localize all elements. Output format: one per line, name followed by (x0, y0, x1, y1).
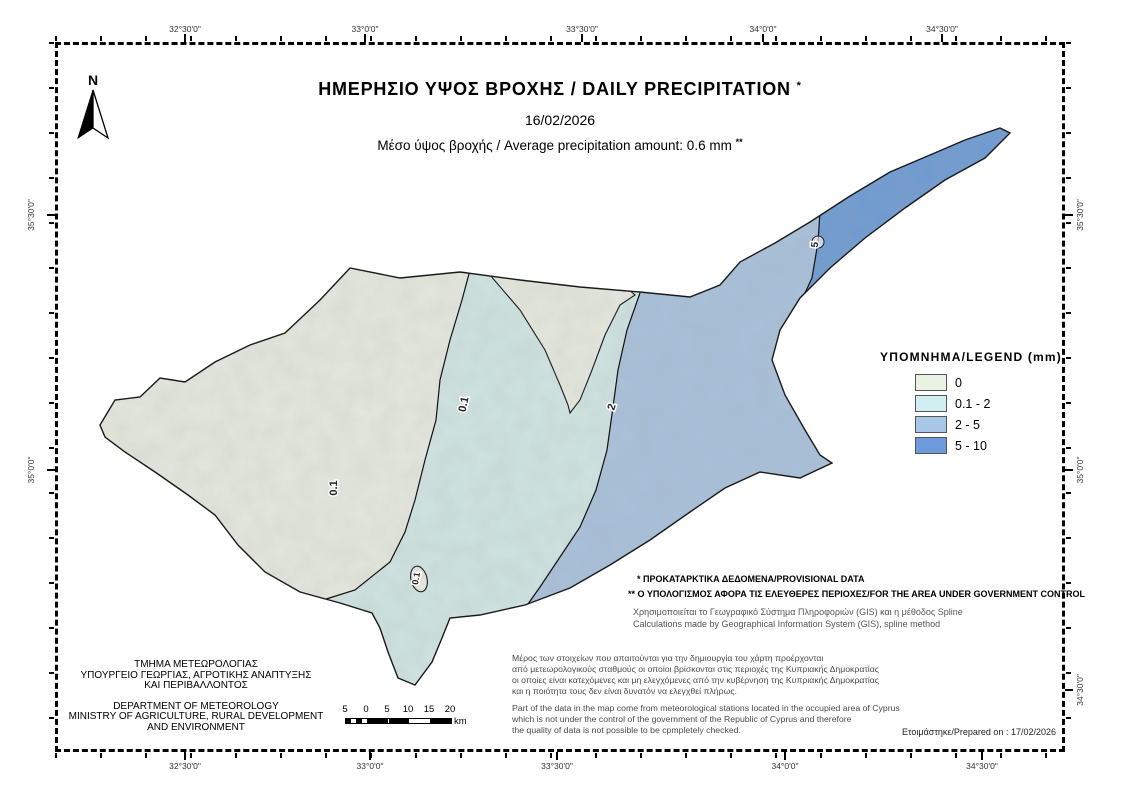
page-title: ΗΜΕΡΗΣΙΟ ΥΨΟΣ ΒΡΟΧΗΣ / DAILY PRECIPITATI… (318, 79, 802, 99)
legend-swatch-2-5 (915, 416, 947, 433)
disclaimer-greek: Μέρος των στοιχείων που απαιτούνται για … (512, 653, 879, 696)
major-tick (762, 34, 764, 42)
note-coverage: ** Ο ΥΠΟΛΟΓΙΣΜΟΣ ΑΦΟΡΑ ΤΙΣ ΕΛΕΥΘΕΡΕΣ ΠΕΡ… (628, 589, 1085, 599)
legend-swatch-5-10 (915, 437, 947, 454)
lon-label-top: 33°0'0" (351, 24, 379, 34)
lon-label-top: 34°0'0" (749, 24, 777, 34)
major-tick (364, 34, 366, 42)
legend-label: 0 (955, 376, 962, 390)
major-tick (184, 34, 186, 42)
north-arrow: N (70, 72, 116, 144)
scale-tick: 10 (402, 704, 414, 715)
subtitle: Μέσο ύψος βροχής / Average precipitation… (377, 137, 743, 153)
major-tick (981, 752, 983, 760)
minor-ticks-left (49, 42, 54, 752)
lat-label-left: 35°0'0" (26, 456, 36, 484)
contour-line-0.1 (322, 269, 471, 601)
subtitle-footnote-mark: ** (735, 137, 743, 147)
hillshade-texture (100, 128, 1010, 685)
coastline (99, 127, 1012, 686)
scale-bar-graphic (345, 718, 452, 724)
agency-block: ΤΜΗΜΑ ΜΕΤΕΩΡΟΛΟΓΙΑΣ ΥΠΟΥΡΓΕΙΟ ΓΕΩΡΓΙΑΣ, … (58, 659, 334, 733)
lon-label-bottom: 34°0'0" (771, 761, 799, 771)
major-tick (47, 469, 55, 471)
disclaimer-english: Part of the data in the map come from me… (512, 703, 900, 735)
contour-loop-5 (811, 235, 825, 249)
major-tick (1065, 214, 1073, 216)
map-neatline (55, 42, 1065, 752)
contour-label-0.1-north: 0.1 (457, 396, 472, 413)
lon-label-top: 34°30'0" (926, 24, 958, 34)
lon-label-bottom: 33°30'0" (541, 761, 573, 771)
lat-label-right: 34°30'0" (1075, 674, 1085, 706)
agency-greek: ΤΜΗΜΑ ΜΕΤΕΩΡΟΛΟΓΙΑΣ ΥΠΟΥΡΓΕΙΟ ΓΕΩΡΓΙΑΣ, … (80, 659, 312, 691)
lon-label-bottom: 34°30'0" (966, 761, 998, 771)
legend-swatch-0.1-2 (915, 395, 947, 412)
contour-label-0.1-pocket: 0.1 (410, 571, 422, 585)
prepared-on: Ετοιμάστηκε/Prepared on : 17/02/2026 (901, 727, 1056, 737)
minor-ticks-top (55, 36, 1065, 41)
scale-tick: 0 (363, 704, 369, 715)
minor-ticks-bottom (55, 753, 1065, 758)
scale-bar: 5 0 5 10 15 20 km (338, 704, 468, 730)
contour-line-2 (527, 292, 641, 605)
contour-label-0.1-west: 0.1 (328, 480, 340, 495)
major-tick (1065, 689, 1073, 691)
map-date: 16/02/2026 (524, 112, 596, 128)
lat-label-right: 35°0'0" (1075, 456, 1085, 484)
legend-label: 0.1 - 2 (955, 397, 991, 411)
precipitation-zones (100, 128, 1010, 685)
disclaimer-block: Μέρος των στοιχείων που απαιτούνται για … (512, 653, 932, 736)
north-arrow-label: N (87, 72, 99, 88)
major-tick (369, 752, 371, 760)
legend: ΥΠΟΜΝΗΜΑ/LEGEND (mm) 0 0.1 - 2 2 - 5 5 -… (880, 350, 1065, 454)
lon-label-top: 33°30'0" (566, 24, 598, 34)
agency-english: DEPARTMENT OF METEOROLOGY MINISTRY OF AG… (68, 700, 324, 733)
lat-label-left: 35°30'0" (26, 199, 36, 231)
scale-tick: 15 (423, 704, 435, 715)
lon-label-bottom: 33°0'0" (356, 761, 384, 771)
major-tick (784, 752, 786, 760)
scale-unit: km (454, 716, 467, 727)
legend-label: 5 - 10 (955, 439, 987, 453)
note-gis-gr: Χρησιμοποιείται το Γεωγραφικό Σύστημα Πλ… (633, 607, 963, 617)
major-tick (581, 34, 583, 42)
title-footnote-mark: * (796, 80, 802, 92)
contour-label-5: 5 (810, 241, 821, 248)
lat-label-right: 35°30'0" (1075, 199, 1085, 231)
lon-label-top: 32°30'0" (169, 24, 201, 34)
major-tick (184, 752, 186, 760)
note-gis-en: Calculations made by Geographical Inform… (633, 619, 941, 629)
north-arrow-icon (77, 89, 110, 140)
major-tick (941, 34, 943, 42)
minor-ticks-right (1066, 42, 1071, 752)
lon-label-bottom: 32°30'0" (169, 761, 201, 771)
note-provisional: * ΠΡΟΚΑΤΑΡΚΤΙΚΑ ΔΕΔΟΜΕΝΑ/PROVISIONAL DAT… (637, 574, 865, 584)
scale-tick: 5 (342, 704, 348, 715)
major-tick (556, 752, 558, 760)
major-tick (1065, 469, 1073, 471)
scale-tick: 20 (444, 704, 456, 715)
legend-title: ΥΠΟΜΝΗΜΑ/LEGEND (mm) (880, 350, 1062, 364)
major-tick (47, 214, 55, 216)
scale-tick: 5 (384, 704, 390, 715)
cyprus-map: 0.1 2 0.1 0.1 5 (99, 127, 1012, 686)
legend-swatch-0 (915, 374, 947, 391)
legend-label: 2 - 5 (955, 418, 981, 432)
